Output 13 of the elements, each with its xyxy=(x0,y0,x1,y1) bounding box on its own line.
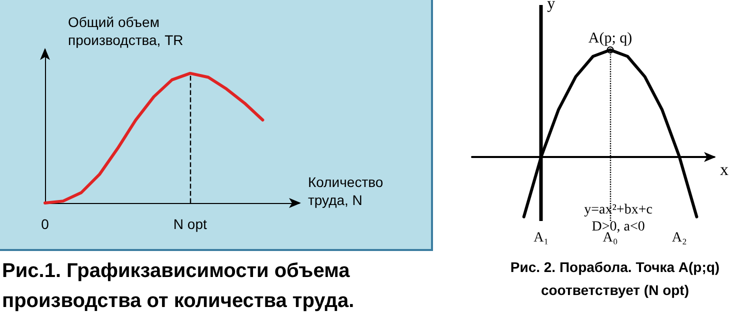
x-tick-label: A₁ xyxy=(534,230,549,246)
x-tick-label: A₂ xyxy=(672,230,688,246)
annotation: A(p; q) xyxy=(588,30,632,46)
text: Рис.1. Графикзависимости объема производства от количества труда. xyxy=(2,259,356,314)
x-tick-label: A₀ xyxy=(602,230,618,246)
x-axis-title: x xyxy=(720,160,729,179)
y-axis-title: Общий объем производства, TR xyxy=(68,13,184,49)
ref-line-label: y xyxy=(547,0,556,12)
x-tick-label: N opt xyxy=(173,216,207,232)
x-tick-label: 0 xyxy=(41,216,50,232)
x-axis-title: Количество труда, N xyxy=(308,173,384,209)
annotation: y=ax²+bx+c xyxy=(584,202,652,218)
text: Рис. 2. Порабола. Точка A(p;q) соответствует (N opt) xyxy=(509,258,721,300)
